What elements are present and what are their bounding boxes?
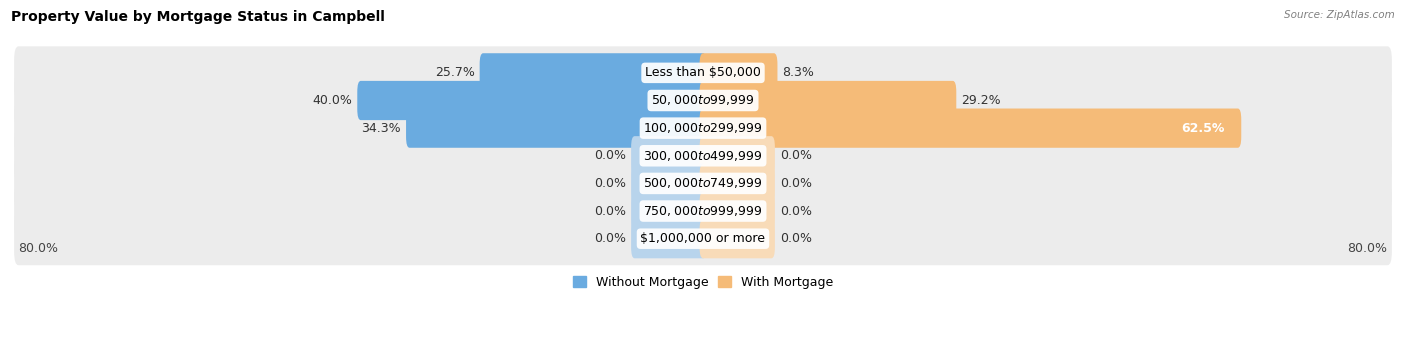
Text: 29.2%: 29.2%: [962, 94, 1001, 107]
FancyBboxPatch shape: [700, 108, 1241, 148]
Text: Less than $50,000: Less than $50,000: [645, 66, 761, 79]
FancyBboxPatch shape: [14, 74, 1392, 127]
Text: $300,000 to $499,999: $300,000 to $499,999: [644, 149, 762, 163]
Text: $100,000 to $299,999: $100,000 to $299,999: [644, 121, 762, 135]
Text: Property Value by Mortgage Status in Campbell: Property Value by Mortgage Status in Cam…: [11, 10, 385, 24]
Text: 0.0%: 0.0%: [780, 149, 813, 162]
Text: Source: ZipAtlas.com: Source: ZipAtlas.com: [1284, 10, 1395, 20]
FancyBboxPatch shape: [700, 81, 956, 120]
FancyBboxPatch shape: [631, 164, 706, 203]
FancyBboxPatch shape: [14, 46, 1392, 99]
FancyBboxPatch shape: [14, 157, 1392, 210]
Legend: Without Mortgage, With Mortgage: Without Mortgage, With Mortgage: [568, 271, 838, 294]
FancyBboxPatch shape: [14, 212, 1392, 265]
Text: $1,000,000 or more: $1,000,000 or more: [641, 232, 765, 245]
FancyBboxPatch shape: [357, 81, 706, 120]
Text: 25.7%: 25.7%: [434, 66, 474, 79]
FancyBboxPatch shape: [700, 191, 775, 231]
Text: 0.0%: 0.0%: [593, 205, 626, 218]
Text: 0.0%: 0.0%: [593, 177, 626, 190]
FancyBboxPatch shape: [631, 136, 706, 175]
Text: 0.0%: 0.0%: [593, 232, 626, 245]
FancyBboxPatch shape: [14, 102, 1392, 155]
Text: 0.0%: 0.0%: [780, 177, 813, 190]
Text: 0.0%: 0.0%: [593, 149, 626, 162]
FancyBboxPatch shape: [631, 219, 706, 258]
Text: 80.0%: 80.0%: [18, 242, 59, 255]
FancyBboxPatch shape: [700, 164, 775, 203]
Text: $500,000 to $749,999: $500,000 to $749,999: [644, 176, 762, 190]
Text: 40.0%: 40.0%: [312, 94, 352, 107]
Text: 62.5%: 62.5%: [1181, 122, 1225, 135]
FancyBboxPatch shape: [479, 53, 706, 92]
Text: 80.0%: 80.0%: [1347, 242, 1388, 255]
FancyBboxPatch shape: [631, 191, 706, 231]
FancyBboxPatch shape: [14, 185, 1392, 238]
FancyBboxPatch shape: [700, 53, 778, 92]
Text: 8.3%: 8.3%: [783, 66, 814, 79]
FancyBboxPatch shape: [700, 219, 775, 258]
Text: $750,000 to $999,999: $750,000 to $999,999: [644, 204, 762, 218]
Text: 0.0%: 0.0%: [780, 232, 813, 245]
Text: 0.0%: 0.0%: [780, 205, 813, 218]
Text: $50,000 to $99,999: $50,000 to $99,999: [651, 94, 755, 107]
FancyBboxPatch shape: [406, 108, 706, 148]
FancyBboxPatch shape: [700, 136, 775, 175]
Text: 34.3%: 34.3%: [361, 122, 401, 135]
FancyBboxPatch shape: [14, 129, 1392, 182]
